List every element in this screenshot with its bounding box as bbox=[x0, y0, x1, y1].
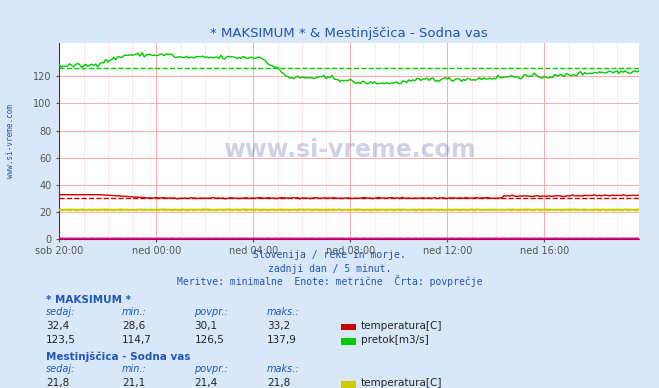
Text: 126,5: 126,5 bbox=[194, 335, 224, 345]
Text: 30,1: 30,1 bbox=[194, 321, 217, 331]
Text: povpr.:: povpr.: bbox=[194, 364, 228, 374]
FancyBboxPatch shape bbox=[341, 338, 356, 345]
Text: www.si-vreme.com: www.si-vreme.com bbox=[5, 104, 14, 178]
Text: pretok[m3/s]: pretok[m3/s] bbox=[361, 335, 429, 345]
Text: 32,4: 32,4 bbox=[46, 321, 69, 331]
Text: www.si-vreme.com: www.si-vreme.com bbox=[223, 139, 476, 163]
Text: 21,8: 21,8 bbox=[267, 378, 290, 388]
Title: * MAKSIMUM * & Mestinjščica - Sodna vas: * MAKSIMUM * & Mestinjščica - Sodna vas bbox=[210, 27, 488, 40]
Text: 33,2: 33,2 bbox=[267, 321, 290, 331]
Text: sedaj:: sedaj: bbox=[46, 364, 76, 374]
Text: 21,8: 21,8 bbox=[46, 378, 69, 388]
Text: zadnji dan / 5 minut.: zadnji dan / 5 minut. bbox=[268, 263, 391, 274]
Text: 21,1: 21,1 bbox=[122, 378, 145, 388]
Text: 123,5: 123,5 bbox=[46, 335, 76, 345]
Text: povpr.:: povpr.: bbox=[194, 307, 228, 317]
Text: 21,4: 21,4 bbox=[194, 378, 217, 388]
Text: 28,6: 28,6 bbox=[122, 321, 145, 331]
Text: maks.:: maks.: bbox=[267, 364, 300, 374]
FancyBboxPatch shape bbox=[341, 324, 356, 330]
Text: maks.:: maks.: bbox=[267, 307, 300, 317]
Text: min.:: min.: bbox=[122, 307, 147, 317]
Text: * MAKSIMUM *: * MAKSIMUM * bbox=[46, 294, 131, 305]
Text: Mestinjščica - Sodna vas: Mestinjščica - Sodna vas bbox=[46, 352, 190, 362]
Text: sedaj:: sedaj: bbox=[46, 307, 76, 317]
Text: Slovenija / reke in morje.: Slovenija / reke in morje. bbox=[253, 250, 406, 260]
Text: 114,7: 114,7 bbox=[122, 335, 152, 345]
FancyBboxPatch shape bbox=[341, 381, 356, 388]
Text: 137,9: 137,9 bbox=[267, 335, 297, 345]
Text: temperatura[C]: temperatura[C] bbox=[361, 378, 443, 388]
Text: Meritve: minimalne  Enote: metrične  Črta: povprečje: Meritve: minimalne Enote: metrične Črta:… bbox=[177, 275, 482, 287]
Text: min.:: min.: bbox=[122, 364, 147, 374]
Text: temperatura[C]: temperatura[C] bbox=[361, 321, 443, 331]
